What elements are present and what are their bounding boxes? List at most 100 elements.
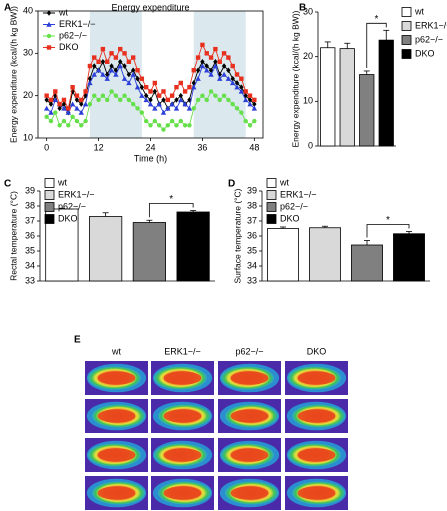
data-point: [221, 51, 227, 56]
data-point: [191, 68, 196, 73]
data-point: [251, 105, 258, 111]
bar: [393, 233, 425, 282]
data-point: [148, 123, 153, 128]
y-tick-label: 35: [25, 245, 35, 255]
data-point: [135, 106, 140, 111]
data-point: [195, 76, 201, 81]
y-tick-label: 33: [247, 275, 257, 285]
data-point: [217, 59, 222, 64]
data-point: [200, 42, 205, 48]
panel-label: A: [4, 3, 11, 14]
data-point: [173, 105, 180, 111]
significance-bracket: [366, 224, 410, 238]
legend-marker: [46, 21, 52, 27]
legend-swatch: [44, 178, 55, 188]
x-tick-label: 0: [44, 142, 49, 152]
legend-swatch: [401, 35, 412, 45]
data-point: [230, 75, 235, 82]
data-point: [117, 63, 123, 69]
data-point: [165, 105, 171, 111]
data-point: [48, 118, 54, 124]
bar: [339, 48, 355, 147]
data-point: [199, 63, 206, 69]
data-point: [191, 106, 196, 111]
bar: [176, 211, 210, 282]
bar: [378, 39, 394, 147]
data-point: [200, 59, 205, 65]
y-tick-label: 40: [23, 5, 33, 15]
bar: [320, 47, 336, 147]
data-point: [69, 101, 76, 107]
legend-swatch: [401, 21, 412, 31]
y-tick-label: 39: [25, 185, 35, 195]
data-point: [252, 118, 257, 124]
data-point: [169, 118, 175, 124]
data-point: [108, 67, 115, 73]
data-point: [239, 84, 244, 90]
data-point: [134, 84, 141, 90]
data-point: [96, 59, 101, 64]
legend-swatch: [266, 190, 277, 200]
data-point: [208, 55, 214, 60]
data-point: [243, 118, 248, 124]
data-point: [247, 97, 253, 103]
data-point: [204, 51, 209, 56]
data-point: [100, 59, 106, 65]
significance-mark: *: [375, 14, 379, 25]
data-point: [82, 101, 89, 107]
data-point: [83, 89, 88, 94]
data-point: [109, 89, 114, 94]
y-axis-label: Rectal temperature (°C): [8, 191, 18, 281]
legend-label: DKO: [58, 213, 78, 223]
data-point: [130, 71, 136, 77]
data-point: [182, 89, 188, 94]
data-point: [135, 75, 140, 82]
thermal-core: [230, 371, 269, 385]
data-point: [186, 105, 193, 111]
data-point: [66, 123, 71, 128]
significance-mark: *: [169, 194, 173, 205]
data-point: [239, 110, 244, 115]
data-point: [92, 93, 97, 98]
data-point: [95, 67, 102, 73]
data-point: [79, 123, 84, 128]
data-point: [230, 63, 235, 69]
data-point: [213, 93, 218, 98]
legend-label: DKO: [59, 42, 79, 52]
data-point: [74, 93, 80, 98]
significance-bracket: [148, 203, 194, 218]
data-point: [113, 55, 119, 60]
data-point: [139, 110, 145, 115]
data-point: [152, 118, 158, 124]
y-tick-label: 35: [247, 245, 257, 255]
thermal-core: [230, 448, 269, 462]
data-point: [92, 63, 97, 69]
data-point: [161, 89, 166, 94]
data-point: [195, 67, 201, 74]
data-point: [165, 97, 171, 103]
data-point: [243, 89, 248, 94]
data-point: [74, 105, 80, 111]
data-point: [130, 101, 136, 107]
legend-label: wt: [279, 177, 289, 187]
bar: [132, 222, 166, 282]
data-point: [234, 80, 240, 86]
data-point: [130, 67, 136, 74]
y-tick-label: 37: [247, 215, 257, 225]
bar: [309, 227, 341, 282]
data-point: [48, 109, 54, 115]
data-point: [174, 123, 179, 128]
data-point: [122, 93, 127, 98]
data-point: [92, 55, 97, 60]
data-point: [79, 97, 84, 103]
data-point: [147, 101, 154, 107]
legend-label: p62−/−: [415, 34, 443, 44]
data-point: [61, 118, 67, 124]
y-tick-label: 0: [308, 140, 313, 150]
thermal-core: [230, 409, 269, 423]
data-point: [139, 92, 145, 98]
x-axis-label: Time (h): [134, 153, 167, 163]
data-point: [212, 63, 219, 69]
bar: [351, 244, 383, 282]
